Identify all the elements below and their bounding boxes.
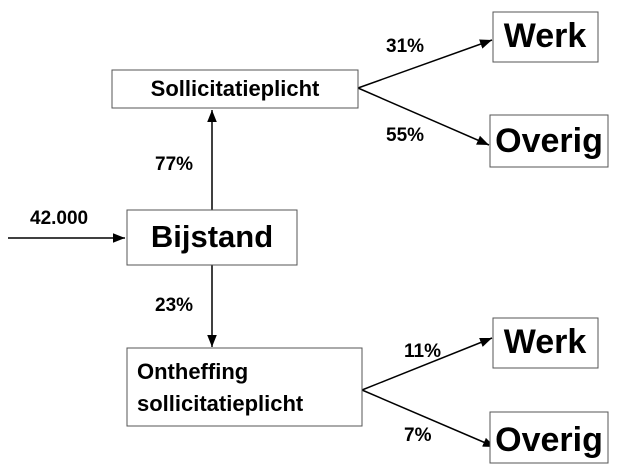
edge-arrow	[361, 337, 493, 391]
node-label: Overig	[495, 421, 603, 459]
node-box	[126, 347, 363, 427]
node-label: sollicitatieplicht	[137, 391, 304, 416]
node-box	[489, 411, 609, 464]
input-label: 42.000	[30, 208, 88, 229]
node-box	[126, 209, 298, 266]
edge-label: 23%	[155, 295, 193, 316]
node-label: Overig	[495, 122, 603, 160]
edge-arrow	[357, 87, 490, 146]
edge-arrow	[361, 389, 496, 448]
node-label: Bijstand	[151, 219, 273, 254]
node-label: Werk	[504, 17, 587, 55]
edge-label: 55%	[386, 125, 424, 146]
edge-arrow	[357, 39, 493, 89]
node-label: Sollicitatieplicht	[151, 76, 320, 101]
node-box	[111, 69, 359, 109]
node-label: Ontheffing	[137, 359, 248, 384]
edge-label: 31%	[386, 36, 424, 57]
edge-label: 77%	[155, 154, 193, 175]
node-box	[489, 114, 609, 168]
edge-label: 7%	[404, 425, 432, 446]
node-box	[492, 11, 599, 63]
node-box	[492, 317, 599, 369]
edge-label: 11%	[404, 341, 441, 362]
node-label: Werk	[504, 323, 587, 361]
